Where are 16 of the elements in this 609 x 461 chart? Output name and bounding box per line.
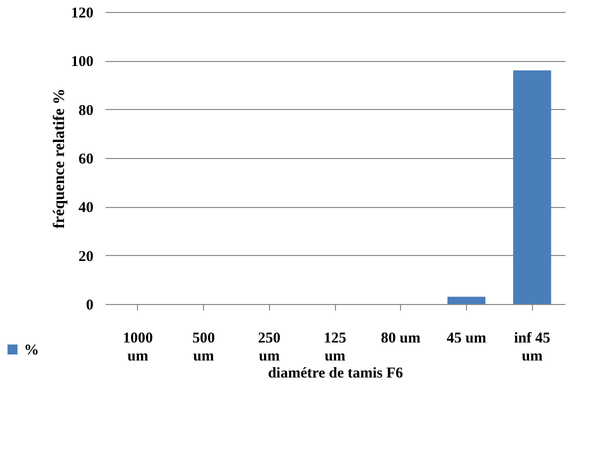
- y-tick-label: 0: [86, 298, 94, 314]
- y-tick-label: 60: [78, 152, 94, 168]
- x-tick-label: 1000 um: [122, 330, 153, 364]
- y-tick-label: 40: [78, 200, 94, 216]
- y-tick-label: 80: [78, 102, 94, 119]
- x-tick-label: 125 um: [324, 330, 346, 364]
- x-axis-title: diamétre de tamis F6: [268, 366, 404, 382]
- x-tick-label: 80 um: [380, 330, 422, 346]
- y-axis-title: fréquence relatife %: [51, 88, 68, 229]
- x-tick-label: 45 um: [446, 330, 487, 346]
- y-tick-label: 20: [78, 248, 94, 265]
- y-tick-label: 120: [71, 6, 94, 22]
- legend-label: %: [24, 342, 39, 358]
- y-tick-label: 100: [71, 54, 94, 70]
- x-tick-label: 500 um: [192, 330, 215, 364]
- x-tick-label: inf 45 um: [514, 330, 550, 364]
